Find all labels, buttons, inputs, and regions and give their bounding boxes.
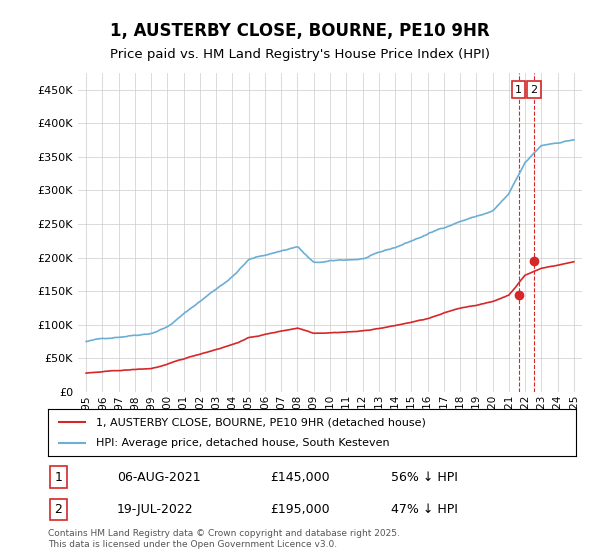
Text: £145,000: £145,000 [270, 471, 329, 484]
Text: 1, AUSTERBY CLOSE, BOURNE, PE10 9HR (detached house): 1, AUSTERBY CLOSE, BOURNE, PE10 9HR (det… [95, 417, 425, 427]
Text: 47% ↓ HPI: 47% ↓ HPI [391, 503, 458, 516]
Text: 19-JUL-2022: 19-JUL-2022 [116, 503, 193, 516]
Text: 2: 2 [530, 85, 538, 95]
Text: 1: 1 [515, 85, 522, 95]
Text: 2: 2 [55, 503, 62, 516]
Text: 1, AUSTERBY CLOSE, BOURNE, PE10 9HR: 1, AUSTERBY CLOSE, BOURNE, PE10 9HR [110, 22, 490, 40]
Text: 56% ↓ HPI: 56% ↓ HPI [391, 471, 458, 484]
Text: 1: 1 [55, 471, 62, 484]
Text: £195,000: £195,000 [270, 503, 329, 516]
Text: HPI: Average price, detached house, South Kesteven: HPI: Average price, detached house, Sout… [95, 438, 389, 448]
Text: Price paid vs. HM Land Registry's House Price Index (HPI): Price paid vs. HM Land Registry's House … [110, 48, 490, 60]
Text: Contains HM Land Registry data © Crown copyright and database right 2025.
This d: Contains HM Land Registry data © Crown c… [48, 529, 400, 549]
Text: 06-AUG-2021: 06-AUG-2021 [116, 471, 200, 484]
